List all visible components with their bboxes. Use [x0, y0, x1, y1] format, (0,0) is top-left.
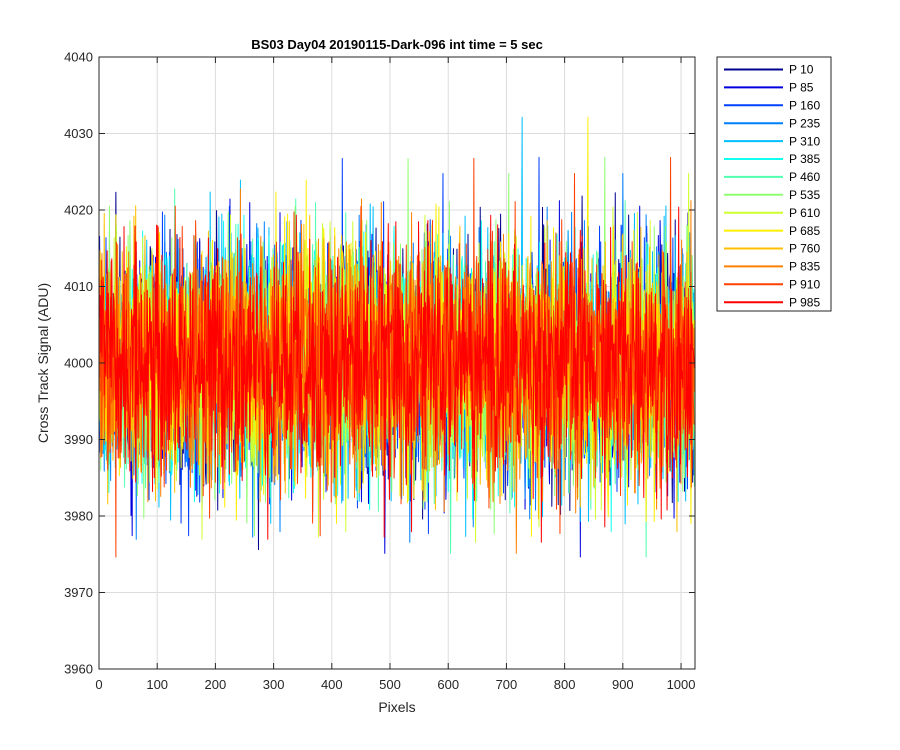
series-line-p985 — [99, 206, 695, 543]
legend-item: P 985 — [724, 295, 820, 309]
legend-item: P 10 — [724, 63, 814, 77]
legend-label: P 10 — [789, 63, 814, 77]
legend-box — [716, 56, 832, 312]
legend-item: P 85 — [724, 81, 814, 95]
legend-label: P 910 — [789, 278, 820, 292]
legend-label: P 535 — [789, 188, 820, 202]
y-tick-label: 4040 — [64, 50, 93, 65]
legend-label: P 985 — [789, 295, 820, 309]
legend-label: P 685 — [789, 224, 820, 238]
x-tick-label: 700 — [496, 677, 518, 692]
legend-label: P 760 — [789, 242, 820, 256]
chart-title: BS03 Day04 20190115-Dark-096 int time = … — [251, 37, 543, 52]
legend-item: P 235 — [724, 116, 820, 130]
x-tick-label: 900 — [612, 677, 634, 692]
legend-item: P 685 — [724, 224, 820, 238]
legend-label: P 610 — [789, 206, 820, 220]
x-tick-label: 300 — [263, 677, 285, 692]
x-tick-label: 500 — [379, 677, 401, 692]
legend-item: P 910 — [724, 278, 820, 292]
x-tick-label: 0 — [95, 677, 102, 692]
y-axis-label: Cross Track Signal (ADU) — [35, 283, 51, 443]
y-tick-label: 3970 — [64, 585, 93, 600]
legend-label: P 85 — [789, 81, 814, 95]
legend-item: P 535 — [724, 188, 820, 202]
legend-label: P 235 — [789, 116, 820, 130]
y-tick-label: 4000 — [64, 356, 93, 371]
x-axis-ticks: 0 100 200 300 400 500 600 700 800 900 1000 — [95, 57, 695, 692]
x-tick-label: 800 — [554, 677, 576, 692]
legend-item: P 310 — [724, 134, 820, 148]
x-tick-label: 1000 — [667, 677, 696, 692]
x-tick-label: 100 — [146, 677, 168, 692]
y-tick-label: 3990 — [64, 432, 93, 447]
y-tick-label: 4020 — [64, 203, 93, 218]
y-tick-label: 4030 — [64, 126, 93, 141]
series-layer — [99, 116, 695, 558]
y-tick-label: 3980 — [64, 509, 93, 524]
legend-label: P 835 — [789, 260, 820, 274]
legend-label: P 160 — [789, 99, 820, 113]
y-tick-label: 4010 — [64, 279, 93, 294]
legend: P 10 P 85 P 160 P 235 P 310 P 385 P 460 P 535 P … — [716, 56, 832, 312]
legend-item: P 460 — [724, 170, 820, 184]
legend-item: P 385 — [724, 152, 820, 166]
legend-item: P 610 — [724, 206, 820, 220]
x-tick-label: 400 — [321, 677, 343, 692]
x-tick-label: 200 — [205, 677, 227, 692]
legend-item: P 835 — [724, 260, 820, 274]
legend-label: P 310 — [789, 134, 820, 148]
legend-item: P 160 — [724, 99, 820, 113]
x-axis-label: Pixels — [378, 699, 415, 715]
x-tick-label: 600 — [437, 677, 459, 692]
y-tick-label: 3960 — [64, 662, 93, 677]
legend-label: P 385 — [789, 152, 820, 166]
y-axis-ticks: 3960 3970 3980 3990 4000 4010 4020 4030 4040 — [64, 50, 695, 677]
legend-item: P 760 — [724, 242, 820, 256]
legend-label: P 460 — [789, 170, 820, 184]
